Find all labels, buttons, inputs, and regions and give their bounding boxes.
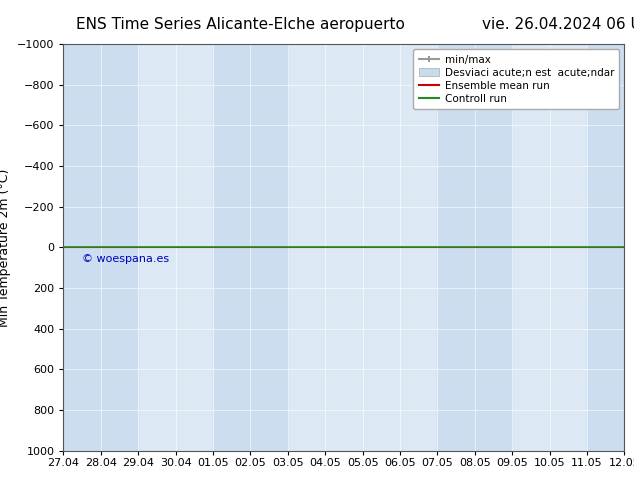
Bar (213, 44, 288, 451)
Bar (437, 44, 512, 451)
Y-axis label: Min Temperature 2m (°C): Min Temperature 2m (°C) (0, 168, 11, 327)
Text: © woespana.es: © woespana.es (82, 253, 169, 264)
Bar (63, 44, 138, 451)
Text: ENS Time Series Alicante-Elche aeropuerto: ENS Time Series Alicante-Elche aeropuert… (77, 17, 405, 32)
Legend: min/max, Desviaci acute;n est  acute;ndar, Ensemble mean run, Controll run: min/max, Desviaci acute;n est acute;ndar… (413, 49, 619, 109)
Text: vie. 26.04.2024 06 UTC: vie. 26.04.2024 06 UTC (482, 17, 634, 32)
Bar (587, 44, 634, 451)
